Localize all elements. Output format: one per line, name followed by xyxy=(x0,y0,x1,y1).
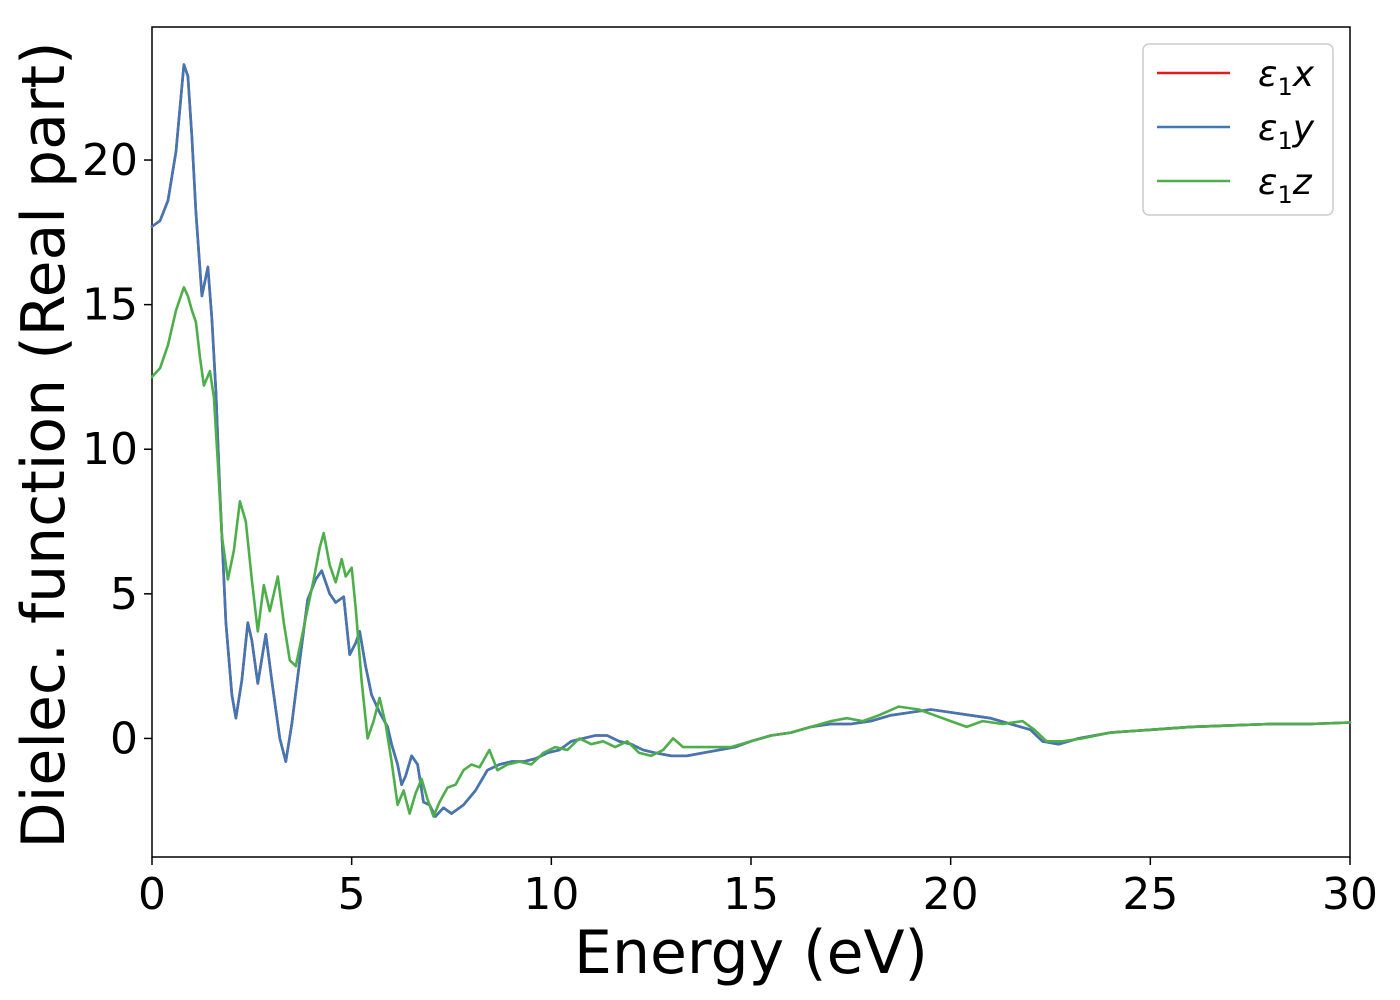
y-axis: 0 5 10 15 20 xyxy=(82,135,152,764)
x-tick-label: 5 xyxy=(338,869,366,920)
y-tick-label: 5 xyxy=(110,569,138,620)
legend: ε1x ε1y ε1z xyxy=(1142,43,1334,216)
y-tick-label: 0 xyxy=(110,713,138,764)
series-line-y xyxy=(150,63,1352,818)
x-tick-label: 0 xyxy=(138,869,166,920)
x-tick-label: 10 xyxy=(523,869,579,920)
legend-label: ε1x xyxy=(1258,54,1315,101)
x-tick-label: 15 xyxy=(723,869,779,920)
y-tick-label: 10 xyxy=(82,424,138,475)
x-axis: 0 5 10 15 20 25 30 xyxy=(138,857,1378,920)
x-tick-label: 30 xyxy=(1322,869,1378,920)
legend-label: ε1y xyxy=(1258,108,1315,155)
series-line-z xyxy=(150,286,1352,818)
series-lines xyxy=(150,63,1352,818)
y-tick-label: 15 xyxy=(82,280,138,331)
x-tick-label: 25 xyxy=(1122,869,1178,920)
x-tick-label: 20 xyxy=(923,869,979,920)
x-axis-label: Energy (eV) xyxy=(574,918,928,988)
legend-label: ε1z xyxy=(1258,162,1313,209)
y-axis-label: Dielec. function (Real part) xyxy=(9,42,79,849)
legend-box xyxy=(1142,43,1334,216)
y-tick-label: 20 xyxy=(82,135,138,186)
